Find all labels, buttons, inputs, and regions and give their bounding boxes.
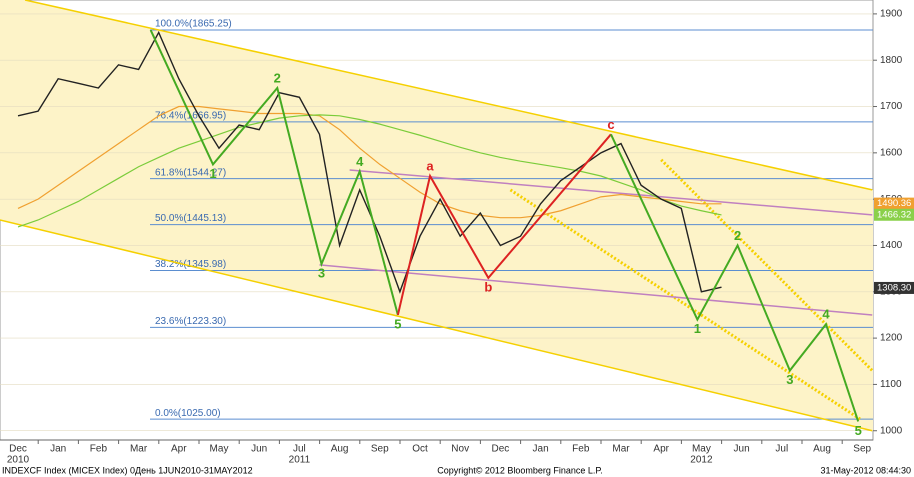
y-tick-label: 1400 xyxy=(880,240,903,251)
year-label: 2010 xyxy=(7,455,30,466)
x-tick-label: Apr xyxy=(171,444,187,455)
fib-label: 61.8%(1544.27) xyxy=(155,167,226,178)
wave-line xyxy=(396,133,612,316)
plot: 100.0%(1865.25)76.4%(1666.95)61.8%(1544.… xyxy=(0,0,873,438)
x-tick-label: Aug xyxy=(813,444,831,455)
x-tick-label: Jun xyxy=(251,444,267,455)
axes: 1000110012001300140015001600170018001900… xyxy=(0,9,914,466)
series-line xyxy=(17,30,722,294)
fib-label: 23.6%(1223.30) xyxy=(155,316,226,327)
x-tick-label: Oct xyxy=(412,444,428,455)
series-line xyxy=(17,105,722,219)
trendline xyxy=(660,158,873,372)
x-tick-label: Feb xyxy=(572,444,590,455)
x-tick-label: Mar xyxy=(612,444,630,455)
price-tag xyxy=(874,281,914,294)
x-tick-label: May xyxy=(210,444,229,455)
y-tick-label: 1600 xyxy=(880,147,903,158)
x-tick-label: Mar xyxy=(130,444,148,455)
footer-left: INDEXCF Index (MICEX Index) 0День 1JUN20… xyxy=(2,465,253,475)
x-tick-label: Dec xyxy=(492,444,510,455)
y-tick-label: 1800 xyxy=(880,55,903,66)
wave-label: 1 xyxy=(209,166,216,181)
x-tick-label: Jun xyxy=(734,444,750,455)
x-tick-label: Dec xyxy=(9,444,27,455)
fib-label: 38.2%(1345.98) xyxy=(155,259,226,270)
footer-right: 31-May-2012 08:44:30 xyxy=(820,465,911,475)
wave-label: 3 xyxy=(318,265,325,280)
footer-center: Copyright© 2012 Bloomberg Finance L.P. xyxy=(437,465,603,475)
x-tick-label: Jan xyxy=(533,444,549,455)
y-tick-label: 1100 xyxy=(880,379,902,390)
x-tick-label: Jul xyxy=(775,444,788,455)
series-line xyxy=(17,114,722,228)
y-tick-label: 1200 xyxy=(880,333,903,344)
y-tick-label: 1000 xyxy=(880,425,903,436)
fib-label: 50.0%(1445.13) xyxy=(155,213,226,224)
y-tick-label: 1700 xyxy=(880,101,903,112)
trendline xyxy=(24,0,873,191)
price-tag xyxy=(874,208,914,221)
x-tick-label: Aug xyxy=(331,444,349,455)
wave-label: c xyxy=(607,117,614,132)
x-tick-label: Sep xyxy=(371,444,389,455)
x-tick-label: Jul xyxy=(293,444,306,455)
year-label: 2012 xyxy=(690,455,713,466)
wave-label: 3 xyxy=(786,372,793,387)
trendline xyxy=(319,264,873,316)
trendline xyxy=(349,169,873,216)
wave-label: 5 xyxy=(394,316,401,331)
price-tag-label: 1490.36 xyxy=(877,198,911,209)
price-tag-label: 1308.30 xyxy=(877,282,911,293)
wave-line xyxy=(149,29,399,316)
wave-line xyxy=(610,133,860,422)
wave-label: 2 xyxy=(734,228,741,243)
x-tick-label: May xyxy=(692,444,711,455)
wave-label: 2 xyxy=(274,70,281,85)
price-tag-label: 1466.32 xyxy=(877,209,911,220)
fib-label: 0.0%(1025.00) xyxy=(155,408,221,419)
trendline xyxy=(0,219,873,432)
wave-label: 1 xyxy=(694,321,701,336)
x-tick-label: Feb xyxy=(90,444,108,455)
year-label: 2011 xyxy=(289,455,311,466)
x-tick-label: Jan xyxy=(50,444,66,455)
channel-band xyxy=(0,0,873,431)
fib-label: 100.0%(1865.25) xyxy=(155,19,232,30)
wave-label: 5 xyxy=(855,423,862,438)
wave-label: a xyxy=(426,158,434,173)
wave-label: 4 xyxy=(822,307,830,322)
wave-label: 4 xyxy=(356,154,364,169)
x-tick-label: Apr xyxy=(653,444,669,455)
x-tick-label: Nov xyxy=(451,444,469,455)
price-tag xyxy=(874,197,914,210)
wave-label: b xyxy=(484,279,492,294)
x-tick-label: Sep xyxy=(853,444,871,455)
y-tick-label: 1900 xyxy=(880,9,903,20)
trendline xyxy=(509,188,862,421)
